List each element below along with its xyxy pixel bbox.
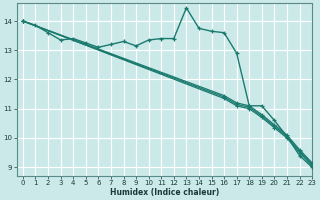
X-axis label: Humidex (Indice chaleur): Humidex (Indice chaleur) — [110, 188, 219, 197]
